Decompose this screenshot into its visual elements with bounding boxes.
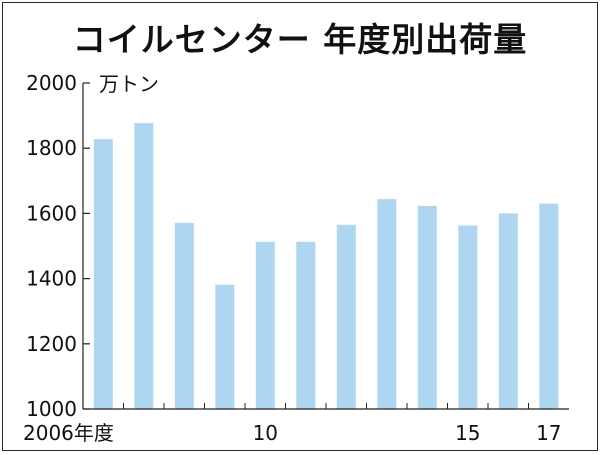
axes-group: 1000 1200 1400 1600 1800 2000 2006年度 10 15 17 [23,71,569,445]
bar-2007 [134,123,154,409]
bar-2010 [255,241,275,409]
y-tick-label-1000: 1000 [26,397,77,421]
y-tick-label-2000: 2000 [26,71,77,95]
bar-chart: 1000 1200 1400 1600 1800 2000 2006年度 10 15 17 万トン [23,71,569,445]
unit-label: 万トン [99,72,159,96]
bar-2013 [377,199,397,409]
bar-2008 [174,222,194,409]
bar-2011 [296,241,316,409]
x-tick-label-2015: 15 [455,421,480,445]
x-tick-label-2010: 10 [253,421,278,445]
chart-title: コイルセンター 年度別出荷量 [72,20,528,59]
bar-2012 [336,224,356,409]
bar-2006 [93,139,113,409]
bar-2009 [215,284,235,409]
bar-2014 [417,205,437,409]
y-tick-label-1200: 1200 [26,332,77,356]
y-tick-label-1800: 1800 [26,136,77,160]
x-tick-label-2006: 2006年度 [23,421,114,445]
bar-2017 [539,203,559,409]
y-tick-label-1600: 1600 [26,201,77,225]
x-tick-label-2017: 17 [536,421,561,445]
bar-2016 [498,213,518,409]
y-tick-label-1400: 1400 [26,267,77,291]
bar-2015 [458,225,478,409]
bars-group [93,123,559,409]
